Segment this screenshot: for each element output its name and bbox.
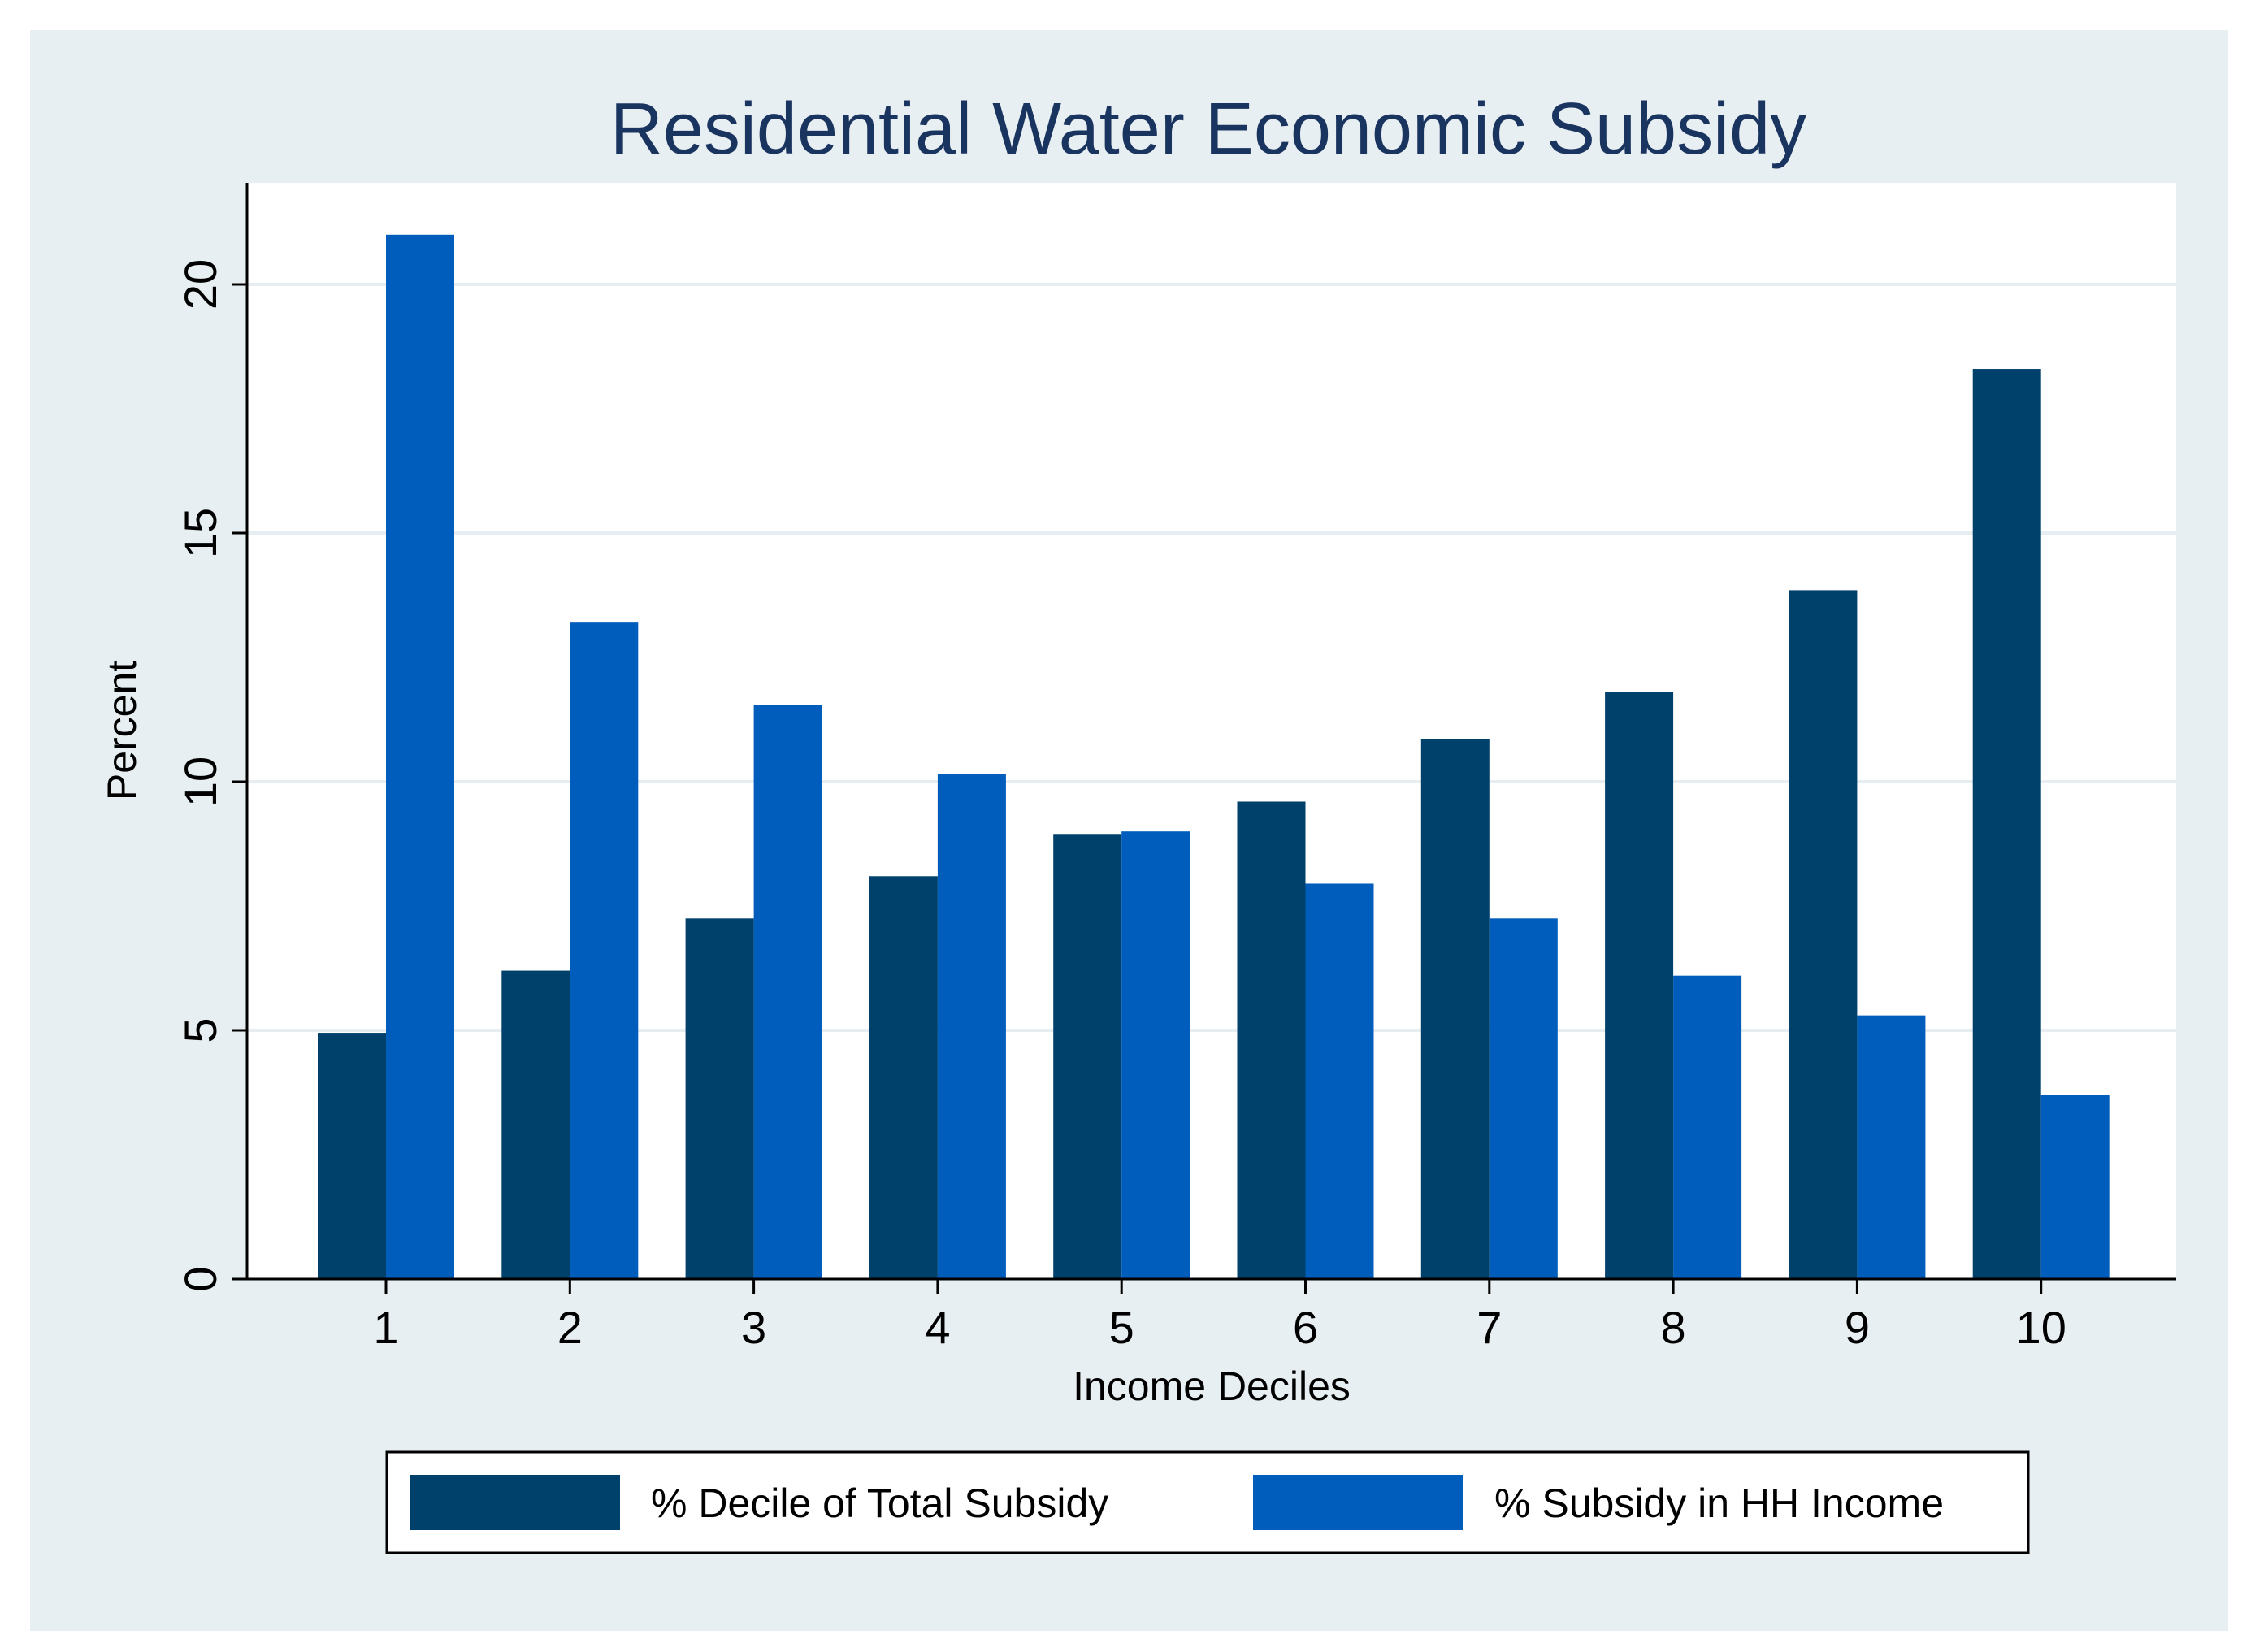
chart-frame: Residential Water Economic Subsidy 0 5 10 1… [30, 30, 2228, 1631]
bars [318, 234, 2110, 1279]
bar-decile-share [318, 1033, 386, 1279]
x-tick-label: 7 [1477, 1302, 1502, 1353]
y-tick-label: 15 [175, 508, 226, 558]
x-tick-label: 1 [373, 1302, 398, 1353]
x-tick-label: 9 [1845, 1302, 1870, 1353]
chart-title: Residential Water Economic Subsidy [610, 89, 1806, 170]
x-tick-label: 10 [2016, 1302, 2066, 1353]
legend: % Decile of Total Subsidy % Subsidy in H… [385, 1450, 2030, 1554]
y-tick-label: 0 [175, 1266, 226, 1291]
chart-svg: Residential Water Economic Subsidy 05101… [99, 89, 2176, 1554]
bar-decile-share [685, 918, 754, 1279]
y-tick-label: 5 [175, 1017, 226, 1043]
y-tick-label: 10 [175, 757, 226, 807]
x-tick-label: 3 [741, 1302, 766, 1353]
bar-decile-share [1420, 739, 1490, 1279]
bar-hh-income [753, 705, 822, 1279]
y-axis-label: Percent [99, 661, 145, 800]
bar-hh-income [570, 622, 639, 1279]
bar-hh-income [386, 234, 454, 1279]
bar-hh-income [1121, 831, 1190, 1279]
bar-hh-income [1857, 1015, 1926, 1279]
bar-hh-income [1489, 918, 1558, 1279]
bar-decile-share [1789, 590, 1858, 1279]
legend-label-hh-income: % Subsidy in HH Income [1494, 1481, 1944, 1526]
bar-decile-share [869, 876, 938, 1279]
bar-decile-share [1972, 369, 2041, 1279]
x-tick-label: 8 [1661, 1302, 1686, 1353]
legend-label-decile-share: % Decile of Total Subsidy [651, 1481, 1108, 1526]
y-ticks: 0 5 10 15 20 [175, 259, 247, 1292]
bar-hh-income [1673, 975, 1742, 1279]
bar-decile-share [1605, 692, 1674, 1279]
legend-swatch-decile-share [410, 1475, 620, 1530]
x-tick-label: 2 [557, 1302, 583, 1353]
x-tick-label: 4 [925, 1302, 950, 1353]
bar-hh-income [1305, 883, 1374, 1279]
bar-decile-share [1237, 801, 1306, 1279]
x-ticks: 1 2 3 4 5 6 7 8 9 10 [373, 1279, 2066, 1353]
y-tick-label: 20 [175, 259, 226, 310]
legend-box [385, 1450, 2030, 1554]
bar-decile-share [501, 970, 570, 1279]
bar-hh-income [937, 774, 1006, 1279]
x-tick-label: 6 [1293, 1302, 1318, 1353]
x-axis-label: Income Deciles [1073, 1364, 1351, 1409]
x-tick-label: 5 [1109, 1302, 1134, 1353]
legend-swatch-hh-income [1253, 1475, 1463, 1530]
bar-hh-income [2040, 1095, 2110, 1279]
bar-decile-share [1053, 834, 1122, 1279]
